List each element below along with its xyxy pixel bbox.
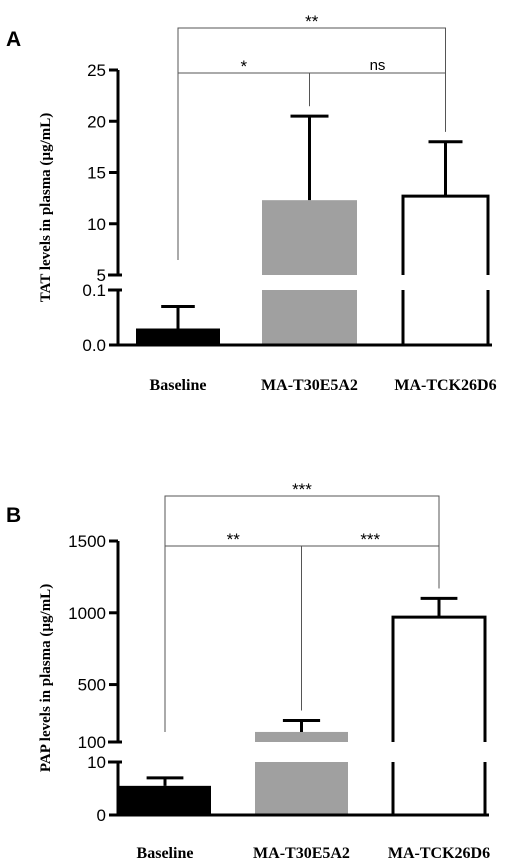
- y-tick-label: 1000: [68, 604, 106, 623]
- significance-label: *: [240, 57, 247, 76]
- x-tick-label: Baseline: [150, 377, 207, 394]
- bar-baseline: [119, 785, 211, 815]
- y-tick-label: 25: [87, 61, 106, 80]
- error-bar: [161, 305, 195, 329]
- bar-ma-t30e5a2-upper: [262, 200, 357, 275]
- y-tick-label: 500: [78, 676, 106, 695]
- error-bar: [290, 114, 329, 201]
- y-tick-label: 100: [78, 733, 106, 752]
- x-tick-label: MA-T30E5A2: [253, 845, 350, 862]
- significance-label: **: [227, 530, 241, 549]
- bar-ma-t30e5a2-lower: [255, 762, 348, 815]
- significance-label: ***: [292, 480, 312, 499]
- y-tick-label: 0: [97, 806, 106, 825]
- y-tick-label: 0.1: [82, 281, 106, 300]
- y-axis-label: TAT levels in plasma (µg/mL): [38, 113, 54, 303]
- significance-label: **: [305, 12, 319, 31]
- y-axis-label: PAP levels in plasma (µg/mL): [38, 584, 54, 772]
- significance-label: ***: [360, 530, 380, 549]
- y-tick-label: 5: [97, 266, 106, 285]
- y-tick-label: 15: [87, 164, 106, 183]
- bar-ma-t30e5a2-lower: [262, 290, 357, 345]
- x-tick-label: MA-TCK26D6: [388, 845, 490, 862]
- significance-label: ns: [370, 57, 386, 74]
- y-tick-label: 10: [87, 215, 106, 234]
- bar-ma-tck26d6: [391, 615, 487, 815]
- significance-bracket: [301, 545, 440, 711]
- x-tick-label: Baseline: [137, 845, 194, 862]
- y-tick-label: 1500: [68, 532, 106, 551]
- panel-letter: A: [6, 28, 21, 51]
- y-tick-label: 20: [87, 112, 106, 131]
- bar-ma-tck26d6: [401, 194, 490, 345]
- x-tick-label: MA-TCK26D6: [394, 377, 496, 394]
- y-tick-label: 0.0: [82, 336, 106, 355]
- error-bar: [146, 776, 184, 786]
- error-bar: [428, 140, 463, 197]
- significance-bracket: [309, 72, 446, 132]
- panel-letter: B: [6, 504, 21, 527]
- bar-ma-t30e5a2-upper: [255, 731, 348, 742]
- x-tick-label: MA-T30E5A2: [261, 377, 358, 394]
- bar-baseline: [136, 328, 220, 345]
- error-bar: [420, 596, 458, 618]
- panel-a: A TAT levels in plasma (µg/mL) 0.0 0.15 10 15…: [6, 12, 497, 394]
- y-tick-label: 10: [87, 753, 106, 772]
- significance-bracket: [164, 545, 302, 732]
- error-bar: [282, 718, 321, 732]
